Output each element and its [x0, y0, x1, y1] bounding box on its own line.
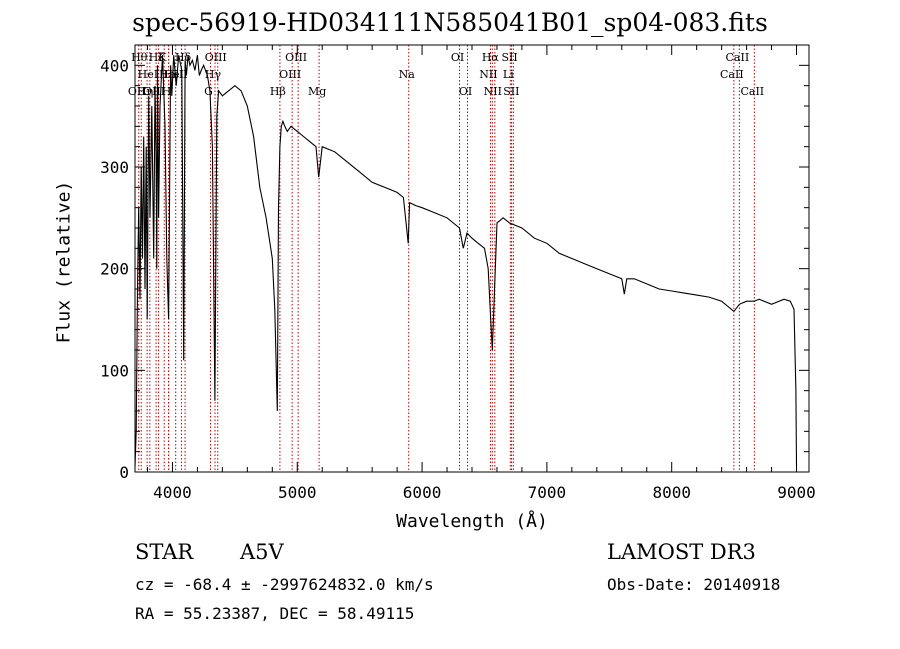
reference-line-label: SII: [501, 51, 517, 64]
y-tick-label: 200: [100, 260, 129, 279]
coordinates-readout: RA = 55.23387, DEC = 58.49115: [135, 604, 415, 623]
reference-line-label: Hγ: [205, 68, 222, 81]
reference-line-label: HeI: [138, 68, 158, 81]
object-class: STAR: [135, 540, 194, 564]
reference-line-label: Hβ: [270, 85, 286, 98]
y-tick-label: 400: [100, 56, 129, 75]
x-axis-ticks: 4000 5000 6000 7000 8000 9000: [146, 45, 816, 502]
reference-line-label: CaII: [720, 68, 744, 81]
reference-line-label: NII: [484, 85, 502, 98]
reference-line-label: Hα: [482, 51, 500, 64]
reference-line-label: NII: [479, 68, 497, 81]
reference-line-label: Na: [399, 68, 416, 81]
x-tick-label: 6000: [403, 483, 442, 502]
y-tick-label: 300: [100, 158, 129, 177]
reference-line-label: CaII: [726, 51, 750, 64]
reference-line-label: Hθ: [131, 51, 148, 64]
y-axis-label: Flux (relative): [53, 180, 75, 344]
reference-line-label: OIII: [285, 51, 307, 64]
plot-frame: [134, 44, 810, 473]
reference-line-label: OII: [128, 85, 146, 98]
y-tick-label: 100: [100, 361, 129, 380]
reference-lines: [138, 45, 755, 472]
reference-line-label: OI: [451, 51, 464, 64]
reference-line-label: G: [204, 85, 213, 98]
y-axis-ticks: 0 100 200 300 400: [100, 44, 809, 482]
reference-line-label: SII: [503, 85, 519, 98]
reference-line-labels: OIIHθHηHeIOIIIHζKHHεHeISIIHδGHγOIIIHβOII…: [128, 51, 764, 98]
reference-line-label: OIII: [143, 85, 165, 98]
reference-line-label: Hη: [137, 85, 153, 98]
survey-name: LAMOST DR3: [607, 540, 756, 564]
redshift-readout: cz = -68.4 ± -2997624832.0 km/s: [135, 575, 434, 594]
spectral-subclass: A5V: [240, 540, 284, 564]
x-tick-label: 8000: [652, 483, 691, 502]
observation-date: Obs-Date: 20140918: [607, 575, 781, 594]
reference-line-label: CaII: [740, 85, 764, 98]
x-tick-label: 5000: [278, 483, 317, 502]
reference-line-label: OIII: [205, 51, 227, 64]
reference-line-label: OIII: [279, 68, 301, 81]
reference-line-label: Hζ: [149, 51, 165, 64]
x-tick-label: 7000: [528, 483, 567, 502]
x-tick-label: 4000: [153, 483, 192, 502]
y-tick-label: 0: [119, 463, 129, 482]
spectrum-line: [134, 55, 798, 467]
reference-line-label: Mg: [308, 85, 326, 98]
reference-line-label: OI: [459, 85, 472, 98]
chart-title: spec-56919-HD034111N585041B01_sp04-083.f…: [132, 8, 768, 37]
reference-line-label: Li: [503, 68, 514, 81]
x-axis-label: Wavelength (Å): [396, 511, 548, 532]
x-tick-label: 9000: [777, 483, 816, 502]
reference-line-label: HeI: [163, 68, 183, 81]
reference-line-label: H: [162, 85, 172, 98]
